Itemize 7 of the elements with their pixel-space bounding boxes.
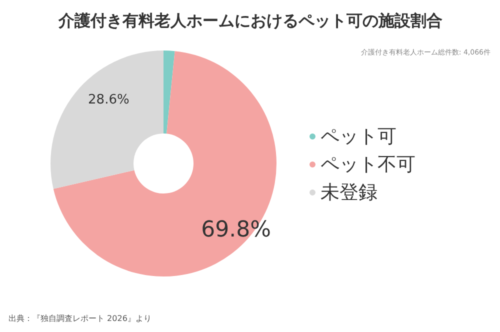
legend-label: 未登録	[320, 182, 378, 204]
chart-title: 介護付き有料老人ホームにおけるペット可の施設割合	[58, 11, 442, 30]
data-label: 28.6%	[88, 92, 130, 108]
legend-label: ペット不可	[320, 154, 416, 176]
legend-label: ペット可	[320, 126, 396, 148]
source-note: 出典：『独自調査レポート 2026』より	[8, 314, 152, 323]
data-label: 69.8%	[201, 217, 271, 242]
